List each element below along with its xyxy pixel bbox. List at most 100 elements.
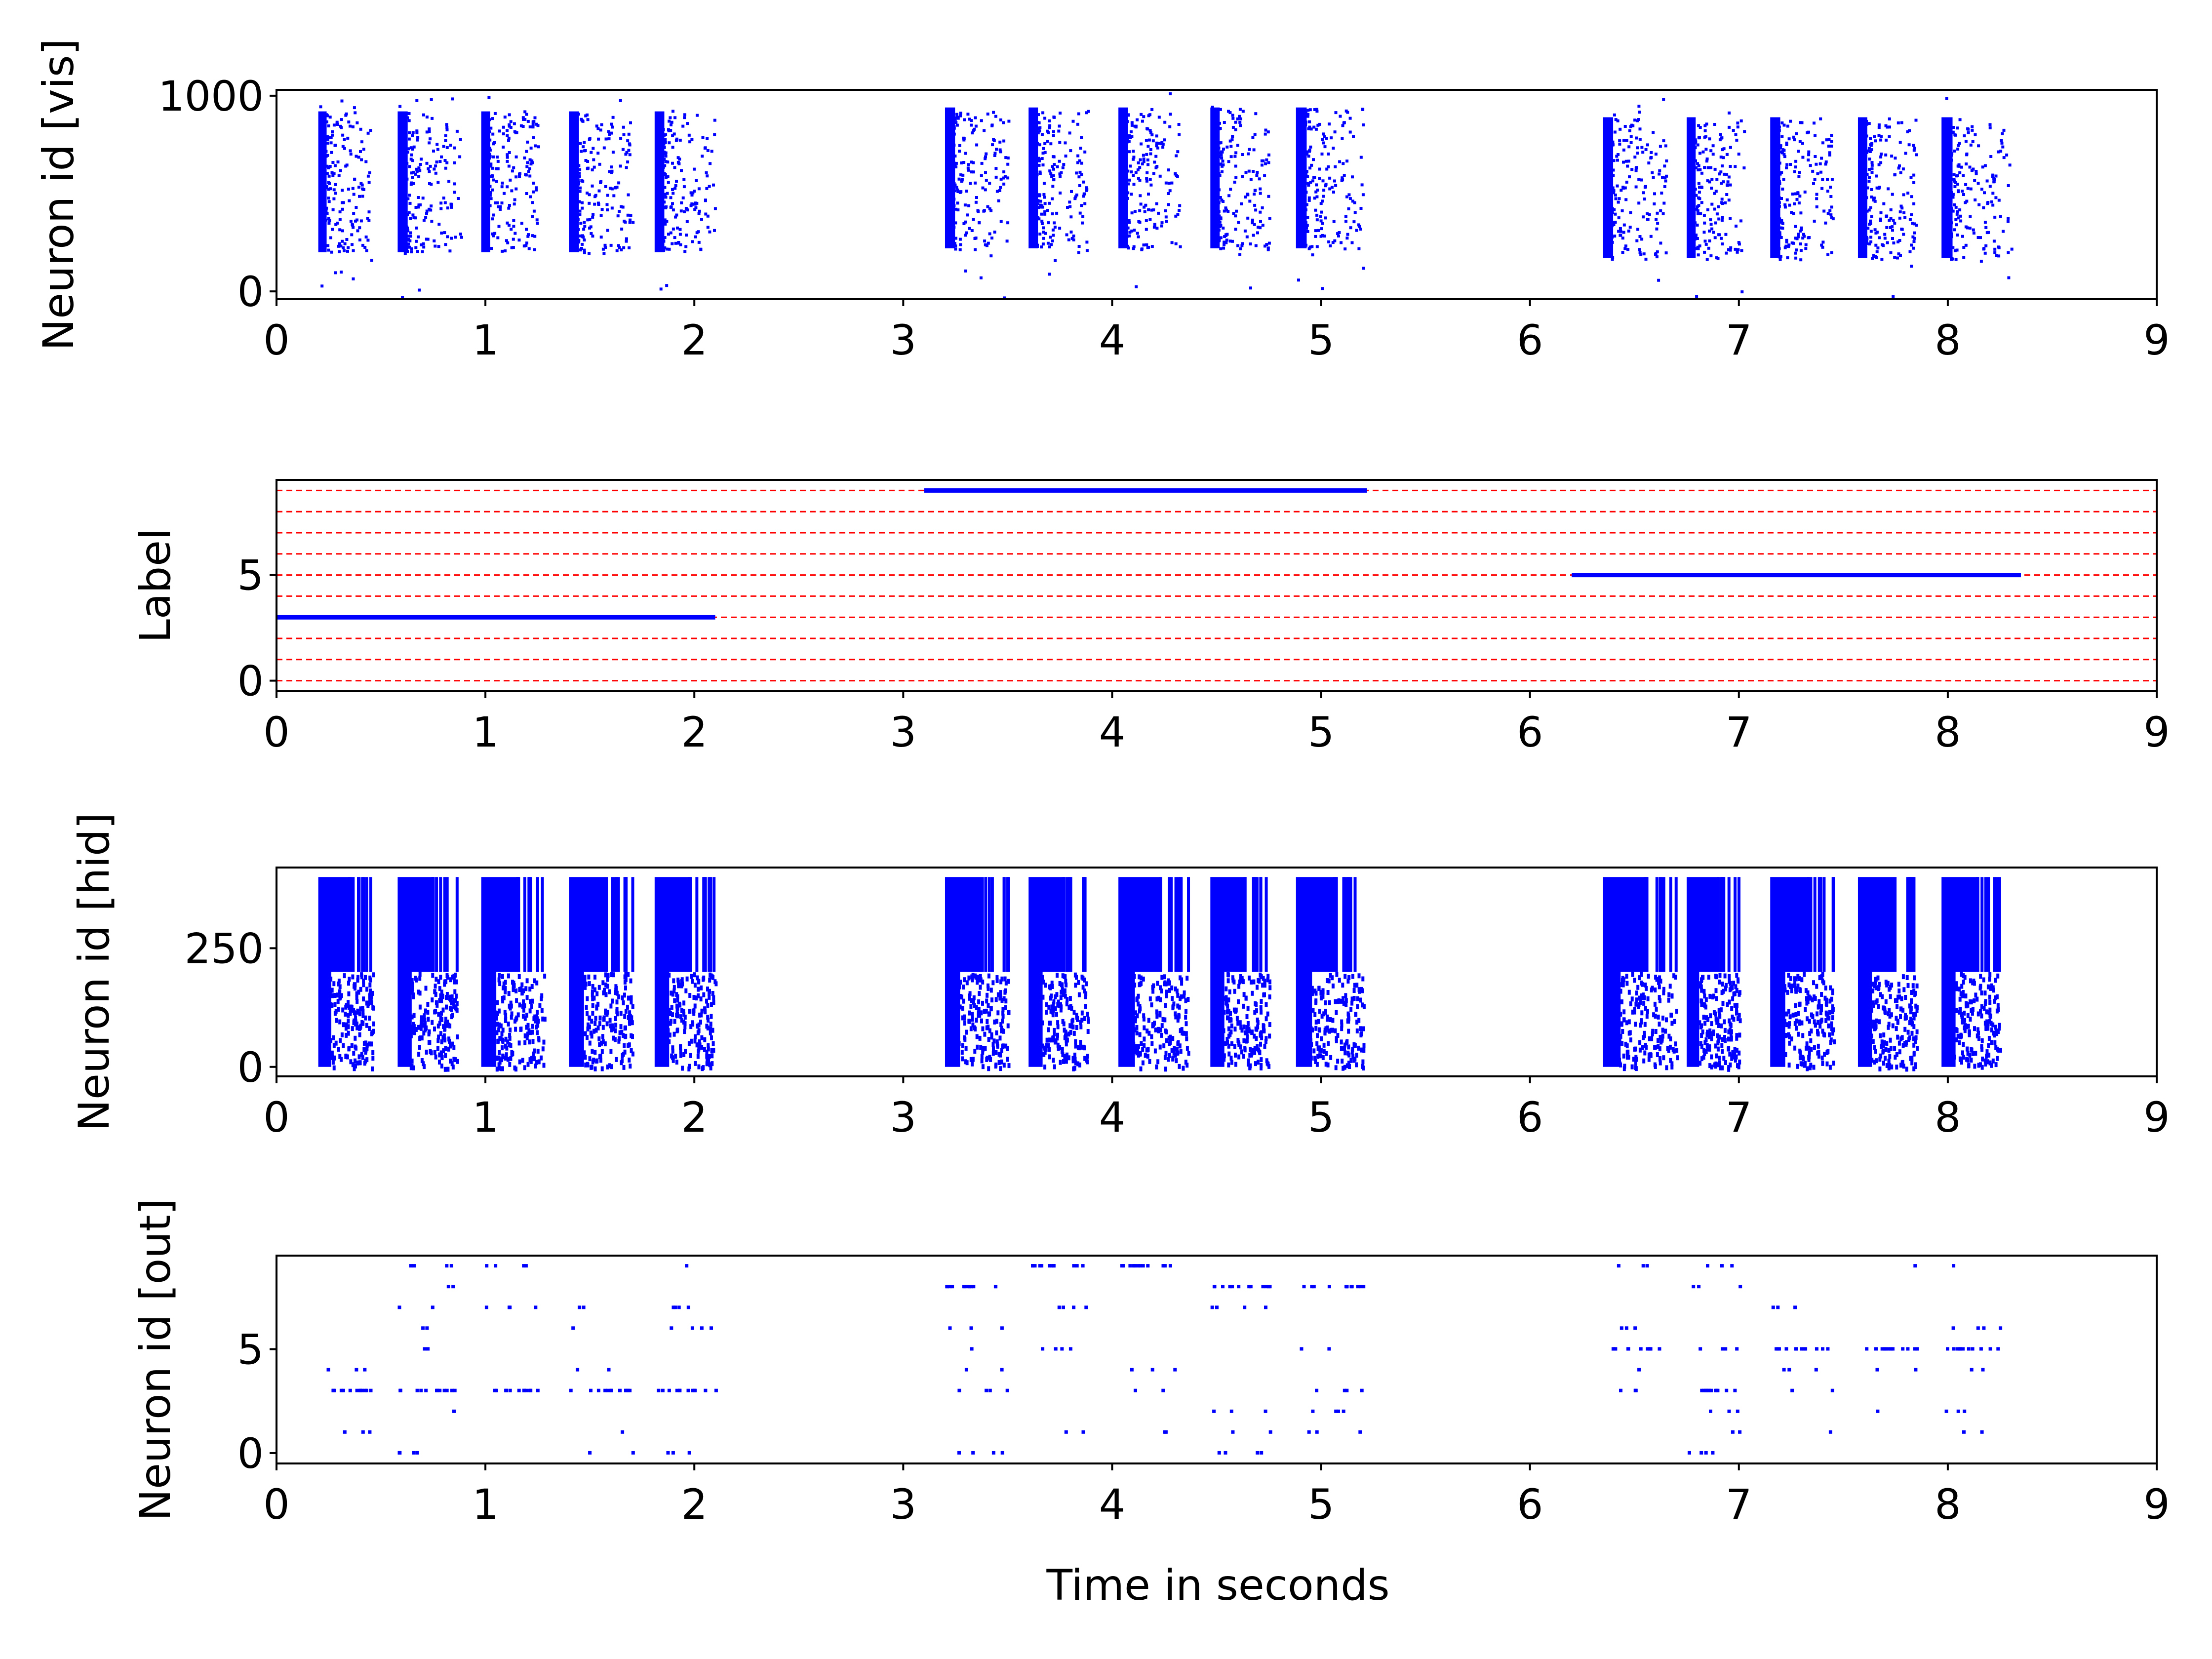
spike-mark — [1635, 990, 1638, 996]
spike-mark — [1795, 987, 1799, 992]
spike-mark — [999, 186, 1002, 189]
spike-mark — [1140, 975, 1143, 981]
spike-mark — [324, 150, 328, 153]
spike-mark — [1151, 985, 1154, 990]
spike-mark — [1361, 1002, 1364, 1008]
spike-mark — [1257, 1060, 1260, 1065]
spike-mark — [1245, 1014, 1249, 1019]
spike-mark — [588, 1056, 592, 1062]
spike-mark — [530, 1004, 533, 1009]
spike-mark — [514, 1066, 517, 1072]
spike-mark — [586, 167, 589, 170]
spike-mark — [1147, 208, 1150, 211]
spike-mark — [439, 877, 442, 972]
spike-mark — [1878, 1019, 1881, 1025]
spike-mark — [583, 975, 587, 980]
spike-mark — [708, 185, 711, 188]
spike-mark — [1611, 223, 1614, 226]
spike-mark — [995, 1030, 998, 1035]
spike-mark — [1886, 125, 1889, 129]
spike-mark — [1060, 171, 1063, 174]
spike-mark — [1652, 131, 1655, 134]
spike-mark — [1891, 225, 1894, 229]
spike-mark — [522, 118, 525, 121]
spike-mark — [523, 118, 527, 121]
spike-mark — [1127, 246, 1130, 250]
spike-mark — [1659, 998, 1661, 1003]
spike-mark — [347, 1018, 350, 1024]
spike-mark — [1251, 1029, 1254, 1035]
spike-mark — [984, 155, 987, 158]
spike-mark — [1309, 1038, 1312, 1043]
spike-mark — [1050, 981, 1054, 986]
spike-mark — [1900, 228, 1904, 231]
spike-mark — [1222, 1028, 1225, 1033]
spike-mark — [1149, 148, 1152, 151]
spike-mark — [2000, 139, 2003, 142]
spike-mark — [1703, 1040, 1707, 1045]
spike-mark — [1617, 230, 1620, 233]
spike-mark — [1812, 980, 1815, 986]
spike-mark — [1639, 1023, 1642, 1028]
spike-mark — [1253, 193, 1256, 196]
spike-mark — [453, 146, 456, 150]
spike-mark — [1805, 1045, 1808, 1051]
spike-mark — [352, 249, 355, 252]
spike-mark — [424, 1026, 428, 1031]
spike-mark — [523, 156, 526, 159]
spike-mark — [1624, 159, 1628, 163]
spike-mark — [610, 206, 614, 210]
spike-mark — [501, 1045, 504, 1051]
spike-mark — [578, 171, 581, 175]
spike-mark — [1164, 981, 1168, 987]
spike-mark — [707, 1043, 710, 1048]
spike-mark — [577, 113, 580, 116]
spike-mark — [1914, 118, 1918, 122]
spike-mark — [958, 248, 962, 251]
spike-mark — [1797, 1011, 1800, 1016]
spike-mark — [1915, 1029, 1919, 1034]
spike-mark — [347, 1000, 350, 1005]
spike-mark — [336, 160, 340, 163]
spike-mark — [671, 991, 674, 997]
spike-mark — [1056, 165, 1059, 168]
spike-mark — [1220, 198, 1224, 202]
spike-mark — [1137, 1001, 1140, 1007]
spike-mark — [611, 116, 615, 119]
spike-mark — [481, 877, 520, 972]
spike-mark — [1261, 206, 1264, 209]
spike-mark — [1900, 1035, 1904, 1040]
spike-mark — [507, 973, 510, 979]
spike-mark — [1076, 161, 1079, 164]
spike-mark — [1959, 214, 1962, 218]
spike-mark — [957, 1041, 961, 1046]
spike-mark — [710, 1035, 713, 1040]
spike-mark — [1698, 244, 1701, 248]
spike-mark — [669, 129, 672, 132]
spike-mark — [973, 1049, 977, 1054]
spike-mark — [436, 1024, 440, 1029]
spike-mark — [591, 215, 594, 219]
spike-mark — [1613, 113, 1616, 117]
spike-mark — [1800, 226, 1803, 230]
spike-mark — [1735, 1003, 1738, 1008]
spike-mark — [1718, 138, 1722, 142]
spike-mark — [1001, 1014, 1005, 1019]
spike-mark — [536, 222, 539, 225]
spike-mark — [445, 146, 449, 149]
spike-mark — [1319, 995, 1323, 1001]
spike-mark — [1794, 237, 1797, 240]
spike-mark — [362, 188, 365, 191]
spike-mark — [536, 877, 539, 972]
spike-mark — [1698, 186, 1701, 189]
spike-mark — [1175, 154, 1178, 158]
spike-mark — [680, 169, 683, 172]
spike-mark — [988, 1028, 991, 1033]
spike-mark — [624, 220, 627, 224]
spike-mark — [1950, 207, 1953, 210]
spike-mark — [533, 248, 536, 251]
spike-mark — [1259, 187, 1262, 191]
spike-mark — [1700, 988, 1703, 993]
spike-mark — [1259, 192, 1262, 195]
spike-mark — [334, 183, 337, 186]
